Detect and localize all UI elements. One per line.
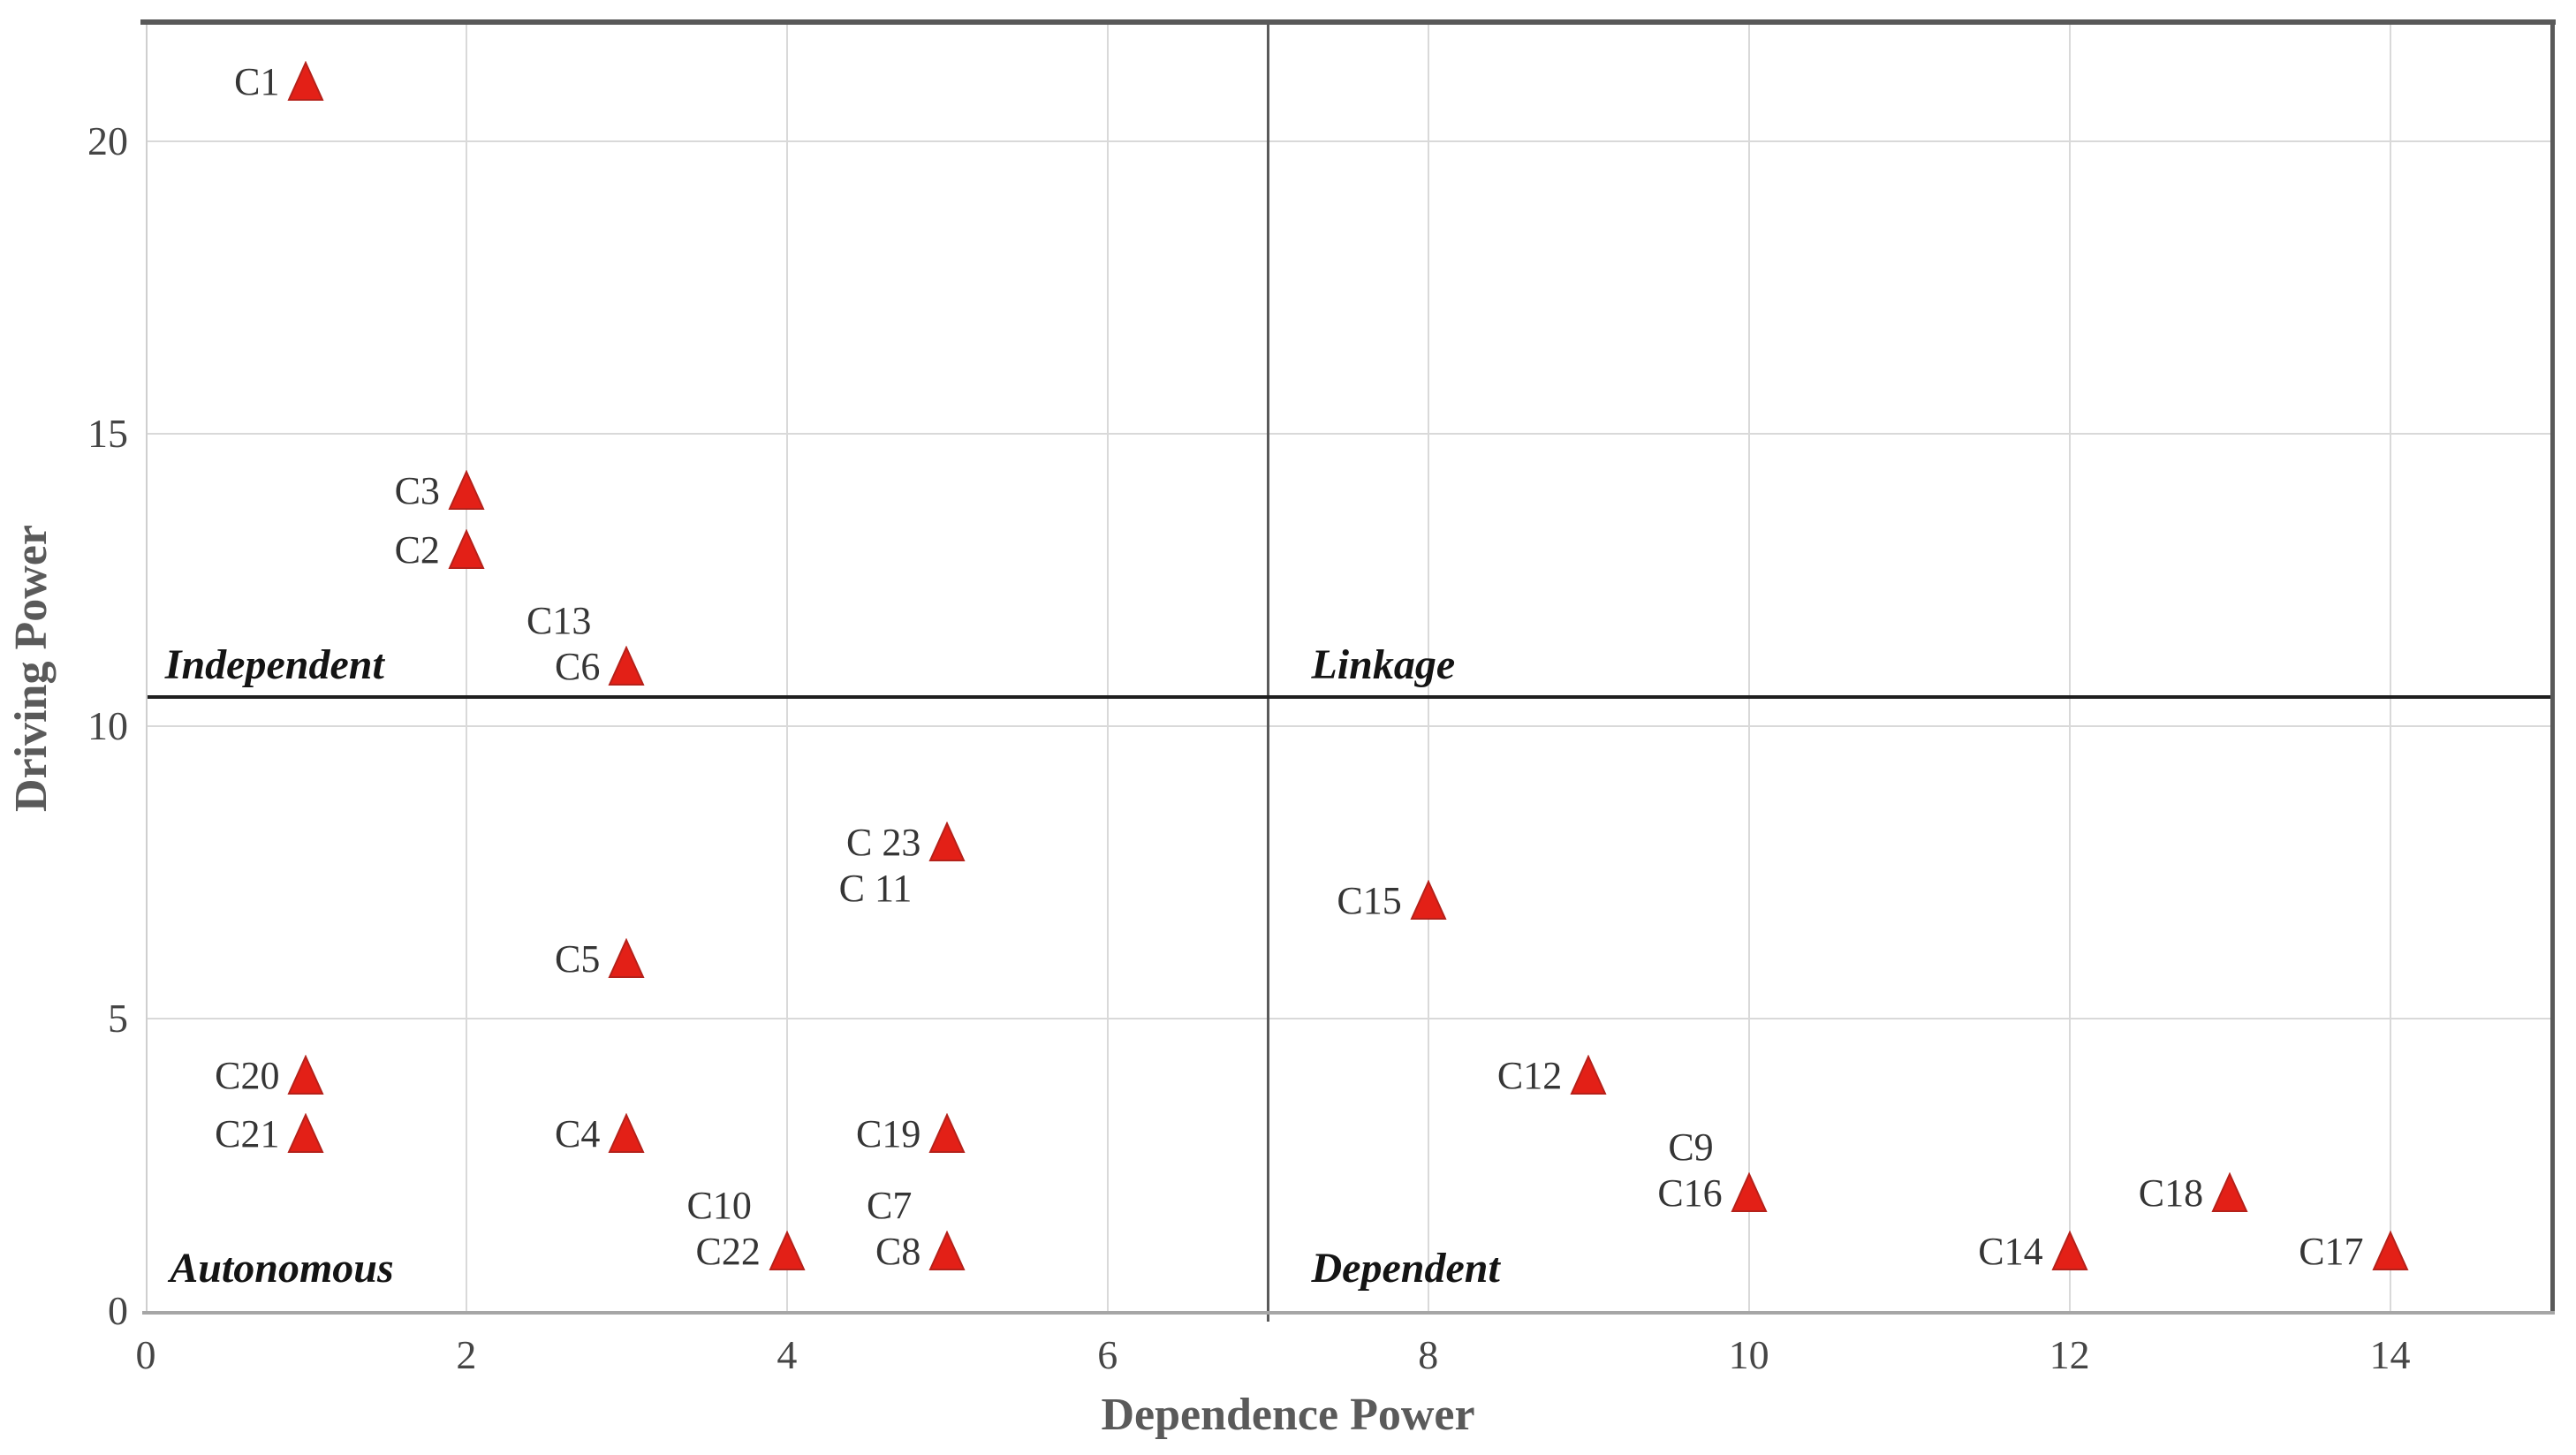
point-marker-C3 <box>448 470 485 511</box>
point-label-C4: C4 <box>555 1112 601 1156</box>
point-label-C7: C7 <box>866 1183 913 1227</box>
point-label-C2: C2 <box>394 527 440 572</box>
point-label-C8: C8 <box>875 1229 921 1273</box>
point-label-C15: C15 <box>1337 878 1402 922</box>
quadrant-label-independent: Independent <box>164 640 384 688</box>
y-tick-label: 10 <box>87 703 128 749</box>
point-label-C19: C19 <box>855 1112 921 1156</box>
x-tick-label: 2 <box>456 1332 477 1377</box>
gridline-vertical <box>1427 25 1429 1311</box>
quadrant-label-autonomous: Autonomous <box>170 1245 394 1292</box>
point-marker-C5 <box>608 937 645 979</box>
point-label-C5: C5 <box>555 936 601 981</box>
point-marker-C8 <box>928 1230 966 1271</box>
point-marker-C18 <box>2211 1171 2248 1213</box>
gridline-vertical <box>1747 25 1750 1311</box>
point-label-C22: C22 <box>695 1229 761 1273</box>
point-label-C9: C9 <box>1668 1125 1714 1169</box>
point-marker-C12 <box>1570 1054 1607 1095</box>
gridline-vertical <box>1106 25 1109 1311</box>
point-label-C12: C12 <box>1496 1054 1563 1098</box>
x-axis-title: Dependence Power <box>1101 1390 1475 1440</box>
point-marker-C23 <box>928 821 966 862</box>
quadrant-divider-vertical <box>1266 25 1269 1322</box>
point-label-C10: C10 <box>686 1183 752 1227</box>
quadrant-divider-horizontal <box>146 695 2550 700</box>
point-label-C1: C1 <box>234 60 280 104</box>
point-label-C17: C17 <box>2299 1229 2364 1273</box>
point-label-C11: C 11 <box>838 866 913 910</box>
y-tick-label: 5 <box>108 996 128 1042</box>
point-marker-C19 <box>928 1113 966 1154</box>
point-marker-C6 <box>608 645 645 686</box>
gridline-horizontal <box>146 1018 2550 1020</box>
gridline-horizontal <box>146 433 2550 436</box>
point-marker-C1 <box>287 60 325 102</box>
gridline-horizontal <box>146 140 2550 143</box>
point-label-C18: C18 <box>2138 1171 2204 1215</box>
quadrant-label-linkage: Linkage <box>1311 640 1456 688</box>
point-label-C16: C16 <box>1657 1171 1723 1215</box>
point-marker-C22 <box>769 1230 806 1271</box>
point-marker-C4 <box>608 1113 645 1154</box>
y-tick-label: 20 <box>87 118 128 164</box>
point-marker-C21 <box>287 1113 325 1154</box>
point-label-C20: C20 <box>215 1054 280 1098</box>
gridline-vertical <box>465 25 467 1311</box>
point-label-C14: C14 <box>1978 1229 2043 1273</box>
gridline-vertical <box>2068 25 2071 1311</box>
plot-border-top <box>140 19 2556 25</box>
x-axis-line <box>142 1311 2555 1315</box>
y-axis-title: Driving Power <box>5 524 57 812</box>
point-marker-C16 <box>1731 1171 1768 1213</box>
point-marker-C20 <box>287 1054 325 1095</box>
x-tick-label: 6 <box>1097 1332 1118 1377</box>
point-label-C21: C21 <box>215 1112 280 1156</box>
point-marker-C14 <box>2051 1230 2088 1271</box>
plot-border-left <box>146 25 148 1311</box>
y-tick-label: 0 <box>108 1288 128 1333</box>
quadrant-label-dependent: Dependent <box>1311 1245 1500 1292</box>
x-tick-label: 8 <box>1418 1332 1439 1377</box>
point-label-C3: C3 <box>394 469 440 513</box>
x-tick-label: 0 <box>135 1332 156 1377</box>
gridline-horizontal <box>146 725 2550 728</box>
x-tick-label: 14 <box>2369 1332 2411 1377</box>
point-marker-C2 <box>448 528 485 570</box>
point-label-C23: C 23 <box>845 820 921 864</box>
y-tick-label: 15 <box>87 411 128 457</box>
gridline-vertical <box>2389 25 2391 1311</box>
point-label-C13: C13 <box>527 599 592 642</box>
point-label-C6: C6 <box>555 645 601 688</box>
point-marker-C17 <box>2371 1230 2409 1271</box>
gridline-vertical <box>785 25 788 1311</box>
x-tick-label: 10 <box>1728 1332 1769 1377</box>
x-tick-label: 4 <box>777 1332 798 1377</box>
plot-border-right <box>2550 19 2555 1311</box>
x-tick-label: 12 <box>2049 1332 2090 1377</box>
point-marker-C15 <box>1410 879 1447 921</box>
